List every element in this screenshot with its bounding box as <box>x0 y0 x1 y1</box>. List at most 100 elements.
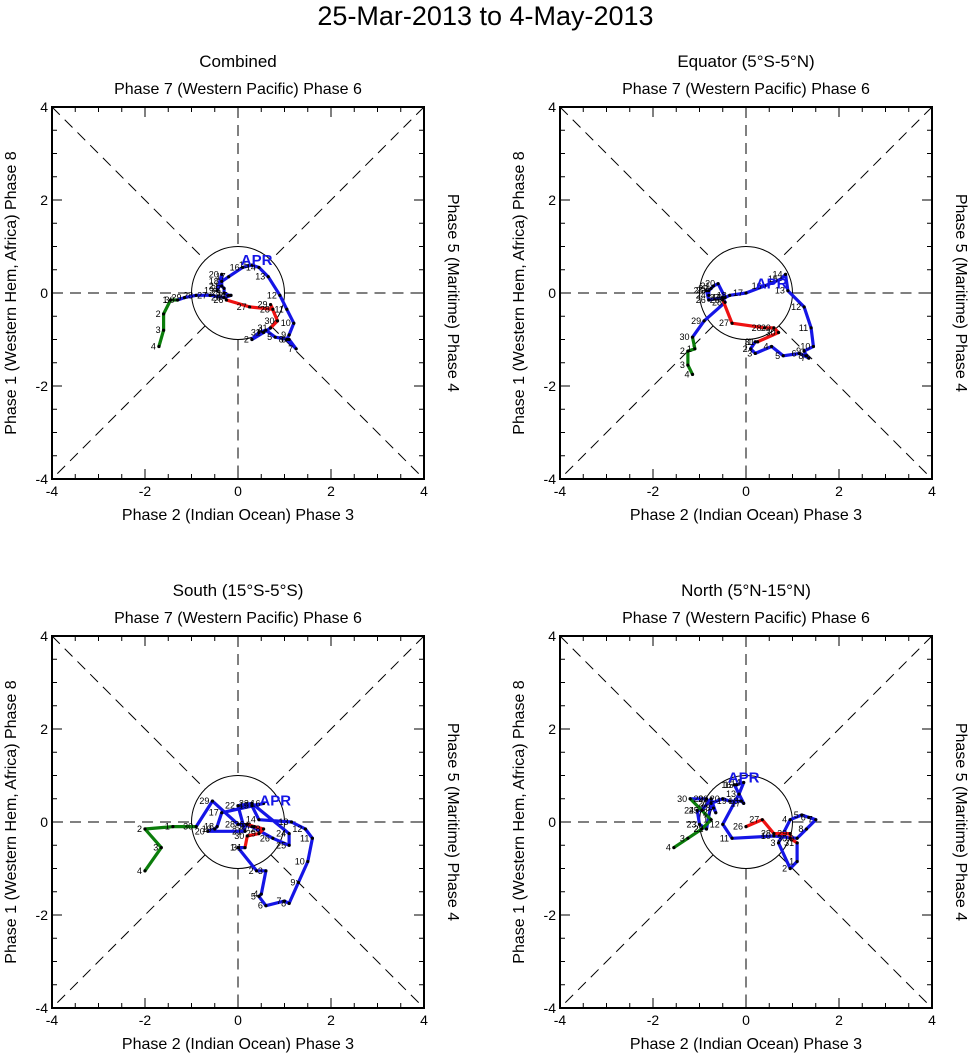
data-point <box>788 818 792 822</box>
day-label: 1 <box>163 295 168 305</box>
day-label: 13 <box>775 286 785 296</box>
day-label: 21 <box>232 826 242 836</box>
data-point <box>268 326 273 330</box>
day-label: 16 <box>251 798 261 808</box>
x-tick-label: -4 <box>46 483 59 499</box>
diagonal-guide <box>270 635 425 790</box>
x-axis-label: Phase 2 (Indian Ocean) Phase 3 <box>630 507 862 524</box>
data-point <box>250 825 254 829</box>
day-label: 8 <box>798 824 803 834</box>
data-point <box>143 827 147 831</box>
series-line-march <box>721 298 781 344</box>
day-label: 24 <box>276 829 286 839</box>
data-point <box>282 899 287 903</box>
x-axis-label: Phase 2 (Indian Ocean) Phase 3 <box>122 1036 354 1053</box>
day-label: 19 <box>202 824 212 834</box>
day-label: 16 <box>230 262 240 272</box>
data-point <box>261 801 266 806</box>
day-label: 25 <box>276 840 286 850</box>
data-point <box>802 305 806 309</box>
right-axis-label: Phase 5 (Maritime) Phase 4 <box>444 194 461 392</box>
data-point <box>271 836 275 840</box>
day-label: 1 <box>789 857 794 867</box>
data-point <box>264 904 268 908</box>
x-tick-label: -4 <box>46 1012 59 1028</box>
data-point <box>245 834 249 838</box>
day-label: 8 <box>279 335 284 345</box>
data-point <box>245 822 249 826</box>
panel-title: Equator (5°S-5°N) <box>677 52 814 71</box>
day-label: 27 <box>703 808 713 818</box>
y-axis-label: Phase 1 (Western Hem, Africa) Phase 8 <box>3 151 20 434</box>
day-label: 15 <box>768 274 778 284</box>
data-point <box>760 818 764 822</box>
data-point <box>707 298 711 302</box>
day-label: 4 <box>782 815 787 825</box>
data-point <box>737 792 741 796</box>
day-label: 10 <box>761 831 771 841</box>
panel-title: Combined <box>199 52 277 71</box>
data-point <box>749 347 753 351</box>
data-point <box>690 372 695 376</box>
day-label: 7 <box>801 353 806 363</box>
y-tick-label: 0 <box>40 814 48 830</box>
day-label: 2 <box>156 309 161 319</box>
data-point <box>802 349 806 353</box>
y-tick-label: 4 <box>548 628 556 644</box>
day-label: 28 <box>761 829 771 839</box>
panel-2: Equator (5°S-5°N) Phase 7 (Western Pacifi… <box>511 52 969 524</box>
data-point <box>707 289 711 293</box>
data-point <box>250 804 254 808</box>
day-label: 14 <box>731 777 741 787</box>
data-point <box>772 832 776 836</box>
data-point <box>143 869 147 873</box>
data-point <box>243 829 247 833</box>
day-label: 25 <box>689 805 699 815</box>
right-axis-label: Phase 5 (Maritime) Phase 4 <box>444 723 461 921</box>
data-point <box>157 344 161 349</box>
data-point <box>306 859 310 864</box>
day-label: 19 <box>204 286 214 296</box>
day-label: 13 <box>726 789 736 799</box>
x-tick-label: 2 <box>835 1012 843 1028</box>
series-line-may <box>157 298 180 349</box>
data-point <box>257 832 261 836</box>
data-point <box>769 344 774 349</box>
data-point <box>266 275 270 279</box>
diagonal-guide <box>270 854 425 1009</box>
day-label: 4 <box>258 325 263 335</box>
data-point <box>222 291 226 295</box>
right-axis-label: Phase 5 (Maritime) Phase 4 <box>952 194 969 392</box>
day-label: 30 <box>766 328 776 338</box>
day-label: 4 <box>137 866 142 876</box>
day-label: 6 <box>801 812 806 822</box>
panel-1: Combined Phase 7 (Western Pacific) Phase … <box>3 52 461 524</box>
y-tick-label: -2 <box>36 907 49 923</box>
data-point <box>215 825 219 829</box>
y-tick-label: 0 <box>40 285 48 301</box>
day-label: 29 <box>199 796 209 806</box>
data-point <box>220 279 224 283</box>
top-axis-label: Phase 7 (Western Pacific) Phase 6 <box>114 610 362 627</box>
day-label: 15 <box>239 260 249 270</box>
day-label: 27 <box>719 318 729 328</box>
day-label: 5 <box>251 891 256 901</box>
data-point <box>807 356 811 360</box>
day-label: 21 <box>209 281 219 291</box>
y-tick-label: 4 <box>40 628 48 644</box>
day-label: 17 <box>209 808 219 818</box>
data-point <box>287 843 291 847</box>
day-label: 1 <box>703 815 708 825</box>
data-point <box>742 780 746 785</box>
day-label: 7 <box>288 344 293 354</box>
day-label: 27 <box>749 815 759 825</box>
data-point <box>723 300 727 304</box>
day-label: 23 <box>696 286 706 296</box>
y-tick-label: 2 <box>548 721 556 737</box>
day-label: 3 <box>747 348 752 358</box>
data-point <box>800 813 804 817</box>
x-axis-label: Phase 2 (Indian Ocean) Phase 3 <box>630 1036 862 1053</box>
day-label: 29 <box>761 323 771 333</box>
day-label: 20 <box>710 794 720 804</box>
data-point <box>236 822 240 826</box>
